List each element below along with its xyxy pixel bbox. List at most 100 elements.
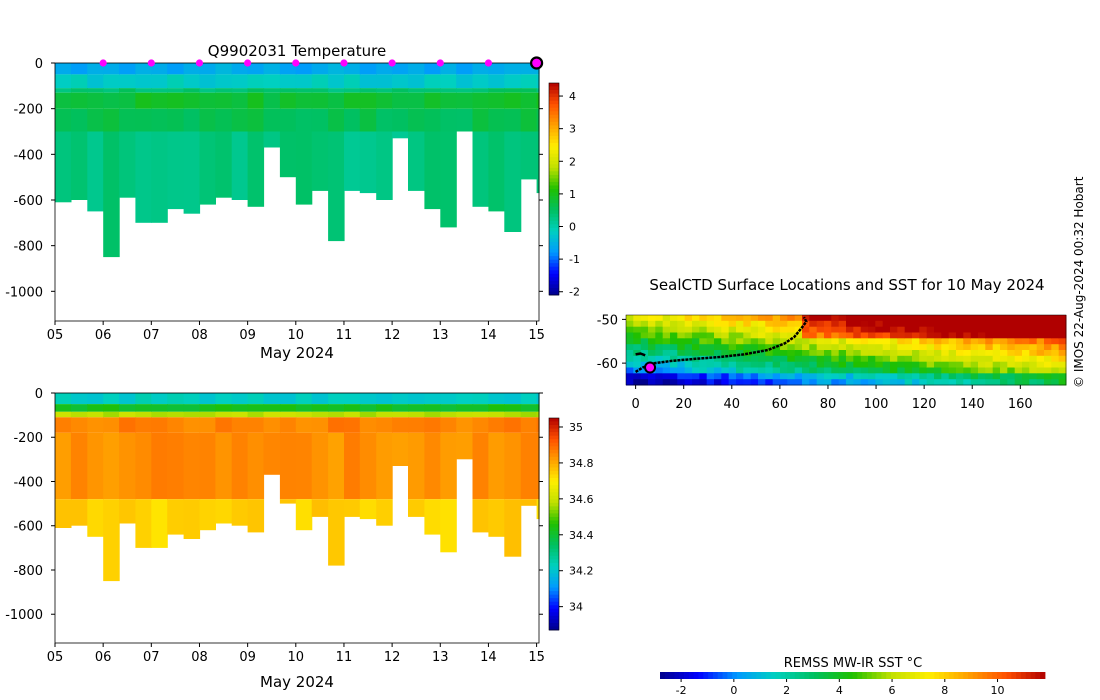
x-tick-label: 07 [143,328,160,343]
x-tick-label: 07 [143,650,160,665]
colorbar-segment [549,541,559,546]
sst-cell [655,350,664,357]
section-cell [70,404,88,412]
colorbar-segment [669,672,675,679]
sst-cell [948,320,957,328]
sst-cell [714,315,722,322]
section-cell [440,131,457,228]
sst-cell [831,326,840,333]
sst-cell [831,350,840,357]
colorbar-segment [549,418,559,422]
sst-cell [985,315,994,322]
sst-cell [912,320,920,328]
section-cell [135,131,152,223]
section-cell [87,499,104,537]
section-cell [215,417,233,433]
sst-cell [838,361,847,368]
section-cell [87,108,104,132]
sst-cell [809,332,818,339]
section-cell [311,88,329,93]
section-cell [392,417,409,433]
sst-cell [728,338,737,345]
salinity-axes-frame [54,392,540,644]
sst-cell [706,361,715,368]
sst-cell [1036,315,1045,322]
sst-cell [750,315,759,322]
x-tick-label: 12 [384,328,401,343]
section-cell [376,411,393,418]
section-cell [135,88,152,93]
sst-cell [670,326,678,333]
sst-cell [831,373,840,380]
sst-cell [831,379,840,386]
sst-cell [677,379,686,386]
sst-cell [780,355,788,363]
sst-cell [787,361,796,368]
sst-cell [721,320,730,328]
colorbar-segment [549,256,559,261]
sst-cell [1058,332,1067,339]
section-cell [199,499,216,531]
section-cell [536,432,540,500]
section-cell [408,417,425,433]
section-cell [311,411,329,418]
section-cell [87,92,104,109]
sst-cell [926,361,935,368]
section-cell [520,499,538,506]
colorbar-segment [717,672,723,679]
sst-cell [824,326,832,333]
colorbar-segment [1001,672,1007,679]
sst-cell [787,367,796,374]
colorbar-segment [549,506,559,511]
colorbar-segment [549,481,559,486]
sst-cell [758,350,766,357]
sst-cell [941,373,950,380]
sst-cell [868,361,876,368]
section-cell [344,88,361,93]
section-cell [328,92,345,109]
section-cell [520,63,538,75]
sst-cell [985,373,994,380]
sst-cell [860,350,869,357]
colorbar-segment [847,672,853,679]
section-cell [456,432,474,460]
colorbar-segment [823,672,829,679]
section-cell [167,393,185,405]
sst-cell [824,361,832,368]
colorbar-segment [549,601,559,606]
sst-cell [765,332,774,339]
sst-cell [706,367,715,374]
sst-cell [809,320,818,328]
section-cell [70,92,88,109]
sst-cell [963,367,972,374]
section-cell [151,88,168,93]
sst-cell [648,320,656,328]
sst-cell [956,373,964,380]
colorbar-segment [549,213,559,218]
section-cell [456,74,474,89]
colorbar-tick-label: 34 [569,601,583,614]
sst-cell [992,355,1001,363]
sst-cell [992,315,1001,322]
section-cell [103,88,120,93]
colorbar-segment [549,509,559,514]
colorbar-segment [549,231,559,236]
y-tick-label: -60 [597,357,618,372]
colorbar-segment [1020,672,1027,679]
section-cell [87,74,104,89]
colorbar-segment [549,566,559,571]
section-cell [328,404,345,412]
colorbar-segment [549,562,559,567]
sst-cell [1051,338,1060,345]
section-cell [376,432,393,500]
sst-cell [1036,338,1045,345]
section-cell [344,131,361,191]
colorbar-tick-label: 34.6 [569,493,594,506]
sst-cell [736,315,744,322]
sst-cell [934,355,942,363]
section-cell [167,404,185,412]
sst-cell [633,373,642,380]
section-cell [183,88,201,93]
sst-cell [765,379,774,386]
section-cell [279,404,297,412]
